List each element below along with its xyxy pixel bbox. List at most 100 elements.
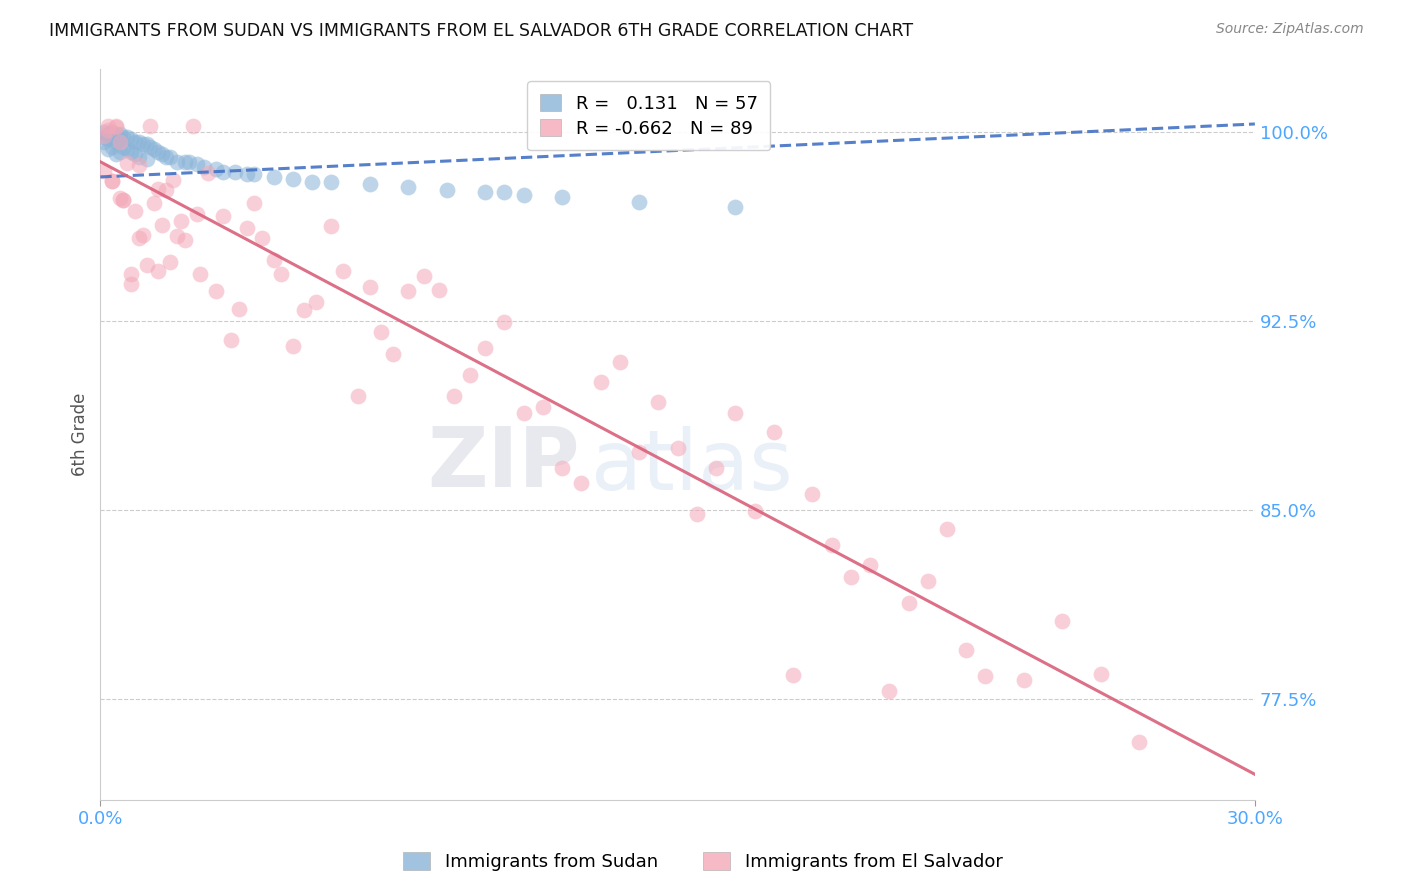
Point [124,204,146,219]
Point [159,150,181,164]
Point [243,195,266,210]
Point [131,137,153,152]
Point [93,129,115,144]
Point [193,160,215,174]
Point [135,153,157,167]
Point [212,209,235,223]
Point [97,127,120,141]
Point [143,142,166,156]
Point [197,166,219,180]
Point [250,231,273,245]
Point [839,569,862,583]
Point [93,164,115,178]
Point [235,168,257,182]
Text: atlas: atlas [591,426,793,508]
Point [143,195,166,210]
Point [212,165,235,179]
Point [628,444,651,458]
Point [159,255,181,269]
Point [801,487,824,501]
Y-axis label: 6th Grade: 6th Grade [72,392,89,475]
Point [628,195,651,210]
Point [1012,673,1035,687]
Text: IMMIGRANTS FROM SUDAN VS IMMIGRANTS FROM EL SALVADOR 6TH GRADE CORRELATION CHART: IMMIGRANTS FROM SUDAN VS IMMIGRANTS FROM… [49,22,914,40]
Point [146,145,169,159]
Point [97,123,120,137]
Point [186,206,208,220]
Point [512,406,534,420]
Point [281,339,304,353]
Point [117,129,139,144]
Point [744,504,766,518]
Point [436,182,458,196]
Point [190,267,212,281]
Point [704,461,727,475]
Point [724,200,747,214]
Point [474,185,496,199]
Point [531,400,554,414]
Point [112,129,135,144]
Point [108,132,131,146]
Point [897,596,920,610]
Point [724,406,747,420]
Point [204,162,226,177]
Point [474,341,496,355]
Point [128,231,150,245]
Point [589,375,612,389]
Point [139,120,162,134]
Point [666,441,689,455]
Text: ZIP: ZIP [427,423,579,504]
Point [97,142,120,156]
Point [150,147,173,161]
Point [243,168,266,182]
Point [321,219,343,233]
Point [139,139,162,153]
Point [128,158,150,172]
Point [120,145,142,159]
Point [370,325,392,339]
Point [181,120,204,134]
Point [112,193,135,207]
Point [128,135,150,149]
Point [359,279,381,293]
Point [396,180,419,194]
Point [124,135,146,149]
Point [235,221,257,235]
Point [155,150,177,164]
Point [135,137,157,152]
Point [170,214,193,228]
Point [101,124,124,138]
Point [124,147,146,161]
Point [270,268,292,282]
Point [292,302,315,317]
Point [917,574,939,588]
Point [120,277,142,292]
Point [609,355,631,369]
Point [263,253,285,268]
Legend: R =   0.131   N = 57, R = -0.662   N = 89: R = 0.131 N = 57, R = -0.662 N = 89 [527,81,770,151]
Point [551,461,574,475]
Point [686,507,709,521]
Point [174,233,197,247]
Point [877,683,900,698]
Point [494,315,516,329]
Point [101,139,124,153]
Point [150,218,173,232]
Point [108,145,131,159]
Point [146,182,169,196]
Point [97,120,120,134]
Point [108,135,131,149]
Point [321,175,343,189]
Point [936,522,959,536]
Point [955,643,977,657]
Point [204,284,226,298]
Point [146,264,169,278]
Point [551,190,574,204]
Point [104,120,127,135]
Point [108,191,131,205]
Point [571,476,593,491]
Point [228,301,250,316]
Point [224,165,246,179]
Point [412,269,434,284]
Point [155,183,177,197]
